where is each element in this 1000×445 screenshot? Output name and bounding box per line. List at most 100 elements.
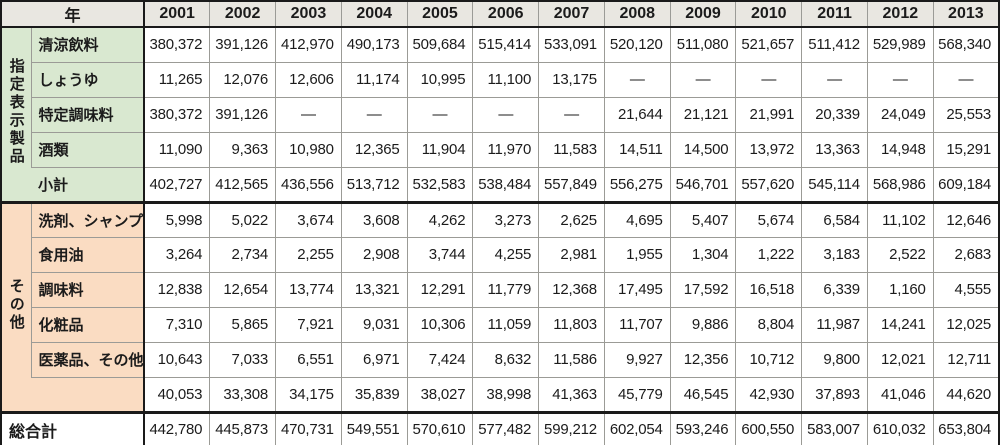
value-cell: 11,779 (472, 271, 540, 308)
value-cell: — (275, 96, 342, 133)
value-cell: 533,091 (538, 26, 605, 63)
value-cell: 11,102 (866, 200, 934, 238)
value-cell: 436,556 (275, 166, 342, 203)
value-cell: 12,646 (932, 200, 1000, 238)
value-cell: 609,184 (932, 166, 1000, 203)
header-row: 年 2001 2002 2003 2004 2005 2006 2007 2008 2009 20… (0, 0, 1000, 28)
value-cell: 2,734 (209, 236, 277, 273)
value-cell: 10,306 (406, 306, 474, 343)
table-row: 指定表示製品 清涼飲料 380,372 391,126 412,970 490,173 50… (0, 26, 1000, 203)
value-cell: 1,222 (735, 236, 803, 273)
value-cell: 7,310 (143, 306, 211, 343)
value-cell: 380,372 (143, 96, 211, 133)
value-cell: 12,356 (669, 341, 737, 378)
value-cell: 568,340 (932, 26, 1000, 63)
value-cell: 545,114 (801, 166, 868, 203)
value-cell: — (669, 61, 737, 98)
year-column-header: 2011 (801, 0, 868, 28)
value-cell: 10,643 (143, 341, 211, 378)
value-cell: 12,838 (143, 271, 211, 308)
value-cell: 14,511 (603, 131, 671, 168)
value-cell: 6,339 (801, 271, 868, 308)
value-cell: 380,372 (143, 26, 211, 63)
value-cell: 14,948 (866, 131, 934, 168)
value-cell: 12,291 (406, 271, 474, 308)
value-cell: 5,674 (735, 200, 803, 238)
value-cell: 13,972 (735, 131, 803, 168)
category-label-text: 指定表示製品 (7, 57, 25, 166)
value-cell: 11,100 (472, 61, 540, 98)
value-cell: 12,365 (340, 131, 408, 168)
value-cell: — (538, 96, 605, 133)
value-cell: 1,955 (603, 236, 671, 273)
value-cell: 3,264 (143, 236, 211, 273)
category-label-text: その他 (7, 277, 25, 332)
value-cell: — (932, 61, 1000, 98)
row-label: 調味料 (30, 271, 145, 308)
value-cell: — (735, 61, 803, 98)
row-label: 化粧品 (30, 306, 145, 343)
year-column-header: 2001 (143, 0, 211, 28)
value-cell: 4,255 (472, 236, 540, 273)
value-cell: 9,800 (801, 341, 868, 378)
value-cell: 13,175 (538, 61, 605, 98)
table-row: 特定調味料 380,372 391,126— — — — —21,644 21,121 21,9… (1, 96, 1000, 133)
value-cell: 610,032 (866, 410, 934, 445)
grand-total-label: 総合計 (0, 410, 145, 445)
value-cell: 391,126 (209, 96, 277, 133)
value-cell: 515,414 (472, 26, 540, 63)
value-cell: — (603, 61, 671, 98)
value-cell: 34,175 (275, 376, 342, 413)
value-cell: 520,120 (603, 26, 671, 63)
year-column-header: 2010 (735, 0, 803, 28)
value-cell: 1,160 (866, 271, 934, 308)
value-cell: 2,625 (538, 200, 605, 238)
value-cell: 11,904 (406, 131, 474, 168)
value-cell: 13,363 (801, 131, 868, 168)
table-row: 化粧品 7,310 5,865 7,921 9,031 10,306 11,059 11,80… (1, 306, 1000, 343)
category-label: 指定表示製品 (0, 26, 32, 203)
value-cell: — (801, 61, 868, 98)
table-row: 酒類 11,090 9,363 10,980 12,365 11,904 11,970 11,… (1, 131, 1000, 168)
value-cell: 8,804 (735, 306, 803, 343)
value-cell: 35,839 (340, 376, 408, 413)
value-cell: 513,712 (340, 166, 408, 203)
row-label: 洗剤、シャンプー (30, 200, 145, 238)
value-cell: 9,031 (340, 306, 408, 343)
table-row: 食用油 3,264 2,734 2,255 2,908 3,744 4,255 2,981 1,… (1, 236, 1000, 273)
value-cell: 40,053 (143, 376, 211, 413)
value-cell: 12,711 (932, 341, 1000, 378)
value-cell: 549,551 (340, 410, 408, 445)
value-cell: 24,049 (866, 96, 934, 133)
value-cell: 470,731 (275, 410, 342, 445)
value-cell: 511,080 (669, 26, 737, 63)
value-cell: 570,610 (406, 410, 474, 445)
row-label: 酒類 (30, 131, 145, 168)
value-cell: 12,368 (538, 271, 605, 308)
value-cell: 13,774 (275, 271, 342, 308)
value-cell: 11,987 (801, 306, 868, 343)
value-cell: 511,412 (801, 26, 868, 63)
table-row: 医薬品、その他 10,643 7,033 6,551 6,971 7,424 8,632 11… (1, 341, 1000, 378)
value-cell: 599,212 (538, 410, 605, 445)
year-column-header: 2009 (669, 0, 737, 28)
value-cell: 11,090 (143, 131, 211, 168)
value-cell: 557,849 (538, 166, 605, 203)
value-cell: 11,059 (472, 306, 540, 343)
value-cell: 12,606 (275, 61, 342, 98)
value-cell: 11,174 (340, 61, 408, 98)
value-cell: 2,683 (932, 236, 1000, 273)
value-cell: 33,308 (209, 376, 277, 413)
value-cell: 44,620 (932, 376, 1000, 413)
table-row: その他 洗剤、シャンプー5,9985,0223,6743,6084,2623,27… (0, 200, 1000, 413)
grand-total-row: 総合計 442,780 445,873 470,731 549,551 570,610 57… (0, 410, 1000, 445)
subtotal-row: 小計 402,727 412,565 436,556 513,712 532,583 538… (1, 166, 1000, 203)
value-cell: 13,321 (340, 271, 408, 308)
subtotal-label: 小計 (31, 166, 145, 203)
row-label: 特定調味料 (30, 96, 145, 133)
year-column-header: 2002 (209, 0, 277, 28)
value-cell: 5,022 (209, 200, 277, 238)
value-cell: 15,291 (932, 131, 1000, 168)
value-cell: 7,921 (275, 306, 342, 343)
subtotal-row: 40,053 33,308 34,175 35,839 38,027 38,998 41,3… (1, 376, 1000, 413)
